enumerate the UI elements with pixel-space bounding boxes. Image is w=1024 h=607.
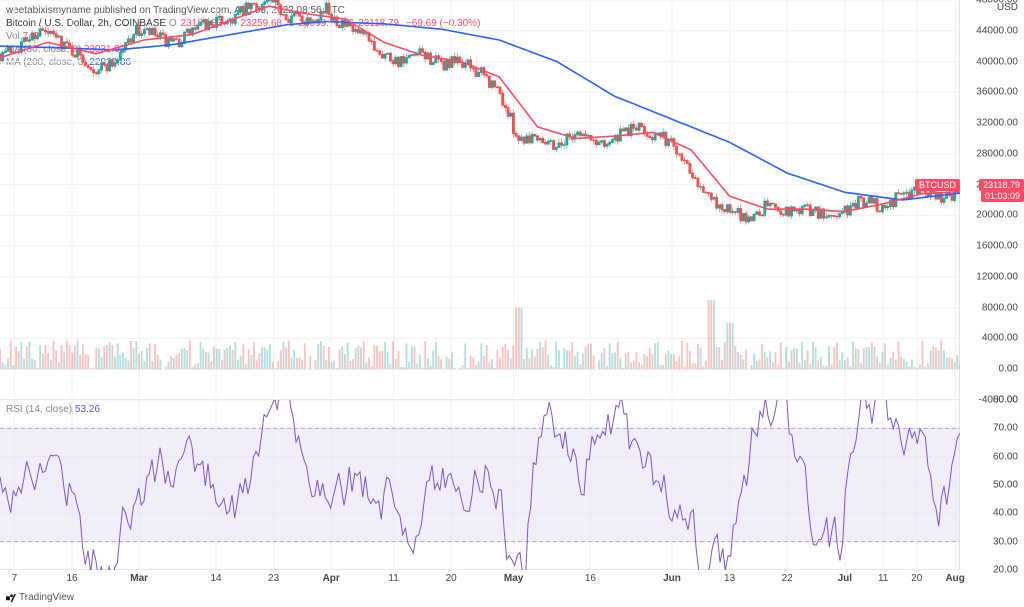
chart-root: weetabixismyname published on TradingVie… — [0, 0, 1024, 607]
time-tick: 13 — [724, 573, 735, 584]
rsi-pane[interactable]: RSI (14, close) 53.26 — [0, 400, 960, 570]
rsi-label: RSI (14, close) — [6, 404, 72, 415]
time-tick: 22 — [782, 573, 793, 584]
rsi-header: RSI (14, close) 53.26 — [6, 404, 100, 415]
price-tick: 44000.00 — [976, 25, 1018, 36]
time-tick: 14 — [210, 573, 221, 584]
price-y-axis: USD 48000.0044000.0040000.0036000.003200… — [960, 0, 1024, 400]
price-tick: 12000.00 — [976, 271, 1018, 282]
price-tick: 8000.00 — [982, 302, 1018, 313]
time-tick: Jul — [838, 573, 852, 584]
price-tick: 32000.00 — [976, 118, 1018, 129]
watermark-text: TradingView — [19, 592, 74, 603]
time-tick: May — [504, 573, 523, 584]
time-tick: 16 — [585, 573, 596, 584]
price-pane[interactable] — [0, 0, 960, 400]
tradingview-watermark: TradingView — [6, 592, 74, 603]
time-tick: 23 — [268, 573, 279, 584]
price-tick: 0.00 — [999, 364, 1018, 375]
rsi-tick: 20.00 — [993, 565, 1018, 576]
price-tick: 16000.00 — [976, 241, 1018, 252]
time-tick: Jun — [663, 573, 681, 584]
price-tick: 36000.00 — [976, 87, 1018, 98]
price-tick: 48000.00 — [976, 0, 1018, 6]
rsi-y-axis: 80.0070.0060.0050.0040.0030.0020.00 — [960, 400, 1024, 570]
price-tick: 20000.00 — [976, 210, 1018, 221]
time-axis: 716Mar1423Apr1120May16Jun1322Jul1120Aug — [0, 570, 960, 590]
price-tick: 4000.00 — [982, 333, 1018, 344]
price-tick: 40000.00 — [976, 56, 1018, 67]
rsi-tick: 60.00 — [993, 451, 1018, 462]
rsi-tick: 70.00 — [993, 423, 1018, 434]
time-tick: 11 — [388, 573, 398, 584]
rsi-tick: 80.00 — [993, 395, 1018, 406]
time-tick: Aug — [945, 573, 964, 584]
tradingview-logo-icon — [6, 593, 16, 603]
chart-panes[interactable]: RSI (14, close) 53.26 — [0, 0, 960, 570]
rsi-tick: 50.00 — [993, 480, 1018, 491]
rsi-value: 53.26 — [75, 404, 100, 415]
price-tick: 28000.00 — [976, 148, 1018, 159]
time-tick: Apr — [323, 573, 340, 584]
time-tick: 16 — [66, 573, 77, 584]
time-tick: 7 — [12, 573, 18, 584]
rsi-tick: 40.00 — [993, 508, 1018, 519]
countdown-tag: 01:03:09 — [981, 190, 1024, 202]
symbol-price-tag: BTCUSD — [915, 179, 960, 191]
time-tick: 11 — [878, 573, 888, 584]
rsi-svg — [0, 400, 960, 570]
time-tick: 20 — [446, 573, 457, 584]
price-svg — [0, 0, 960, 400]
rsi-tick: 30.00 — [993, 536, 1018, 547]
time-tick: 20 — [911, 573, 922, 584]
time-tick: Mar — [130, 573, 148, 584]
